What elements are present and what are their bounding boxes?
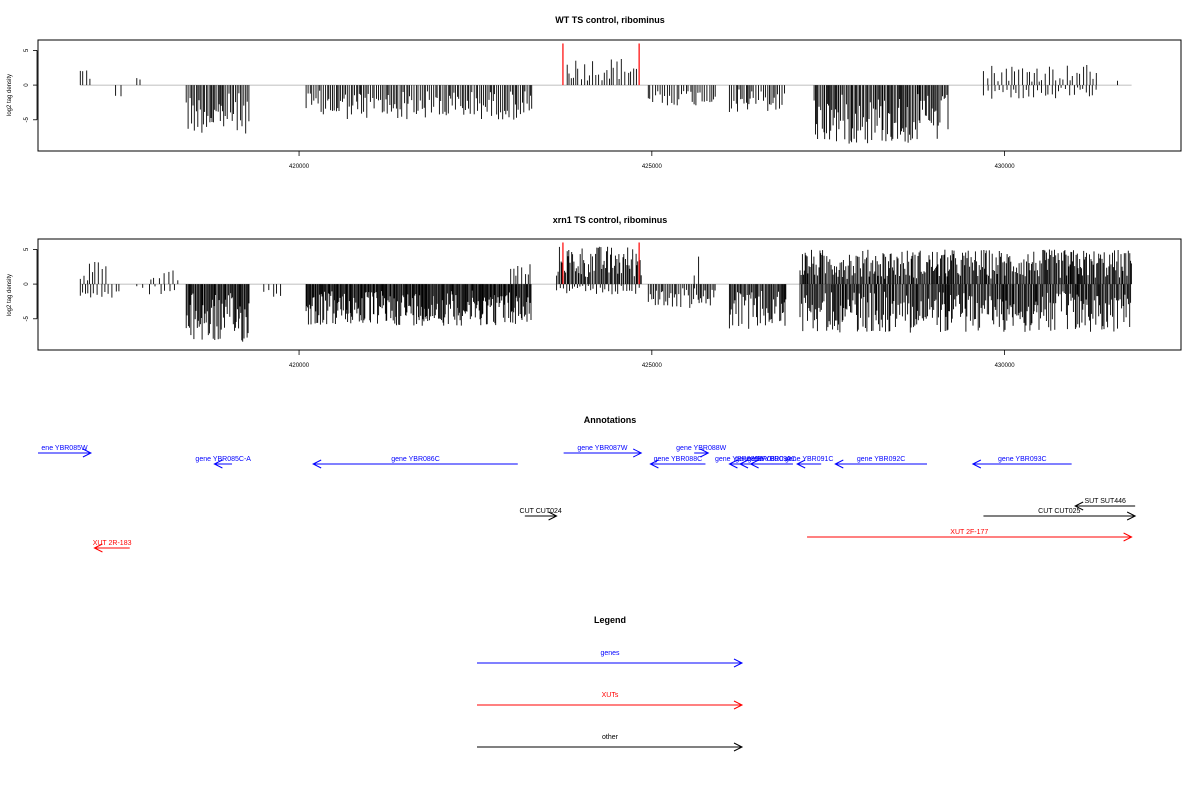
- legend-entry: other: [477, 734, 744, 752]
- annotation-arrow-head: [1123, 532, 1133, 542]
- y-axis-label: log2 tag density: [7, 274, 13, 316]
- annotation-feature: gene YBR086C: [312, 456, 518, 469]
- annotation-feature: ene YBR085W: [38, 445, 93, 458]
- annotation-feature: gene YBR091C: [785, 456, 834, 469]
- annotation-arrow-head: [649, 459, 659, 469]
- annotation-label: gene YBR089W: [715, 456, 765, 463]
- legend-arrow-head: [733, 658, 744, 668]
- annotation-arrow-head: [728, 459, 738, 469]
- panel-title: xrn1 TS control, ribominus: [553, 215, 668, 225]
- annotation-feature: CUT CUT024: [520, 508, 562, 521]
- annotation-arrow-head: [749, 459, 759, 469]
- y-tick-label: 0: [24, 83, 30, 87]
- annotation-arrow-head: [1126, 511, 1137, 521]
- annotation-label: XUT 2F-177: [950, 529, 988, 536]
- legend-items: genes XUTs other: [477, 650, 744, 752]
- legend-entry: genes: [477, 650, 744, 668]
- annotation-label: ene YBR085W: [41, 445, 88, 452]
- annotation-feature: gene YBR090C: [748, 456, 797, 469]
- annotation-label: gene YBR092C: [857, 456, 906, 463]
- annotation-label: gene YBR086C: [391, 456, 440, 463]
- annotation-arrow-head: [700, 448, 710, 458]
- legend-entry: XUTs: [477, 692, 744, 710]
- x-tick-label: 430000: [995, 363, 1016, 369]
- annotation-arrow-head: [738, 459, 749, 469]
- axes-group: 5 0 -5 420000 425000 430000: [24, 247, 1015, 369]
- annotation-label: gene YBR091C: [785, 456, 834, 463]
- legend-label: other: [602, 734, 619, 741]
- legend-label: genes: [600, 650, 620, 657]
- annotation-feature: CUT CUT025: [983, 508, 1137, 521]
- axes-group: 5 0 -5 420000 425000 430000: [24, 48, 1015, 170]
- x-tick-label: 430000: [995, 164, 1016, 170]
- y-tick-label: 0: [24, 282, 30, 286]
- x-tick-label: 425000: [642, 164, 663, 170]
- annotation-arrow-head: [213, 459, 223, 469]
- annotation-label: gene YBR087W: [577, 445, 627, 452]
- x-tick-label: 420000: [289, 164, 310, 170]
- annotation-feature: gene YBR085C-A: [195, 456, 251, 469]
- y-tick-label: -5: [24, 315, 30, 321]
- annotation-feature: gene YBR092C: [834, 456, 927, 469]
- annotation-arrow-head: [796, 459, 806, 469]
- annotation-feature: XUT 2F-177: [807, 529, 1133, 542]
- legend-section: Legend genes XUTs other: [477, 615, 744, 752]
- track-panel-xrn1: xrn1 TS control, ribominus log2 tag dens…: [7, 215, 1182, 369]
- y-tick-label: 5: [24, 48, 30, 52]
- bars-group: [79, 242, 1132, 342]
- y-axis-label: log2 tag density: [7, 74, 13, 116]
- bars-group: [79, 43, 1132, 144]
- legend-title: Legend: [594, 615, 626, 625]
- y-tick-label: -5: [24, 116, 30, 122]
- annotation-arrow-head: [93, 543, 103, 553]
- annotation-feature: gene YBR087W: [563, 445, 643, 458]
- track-panel-wt: WT TS control, ribominus log2 tag densit…: [7, 15, 1182, 170]
- annotation-label: XUT 2R-183: [93, 540, 132, 547]
- legend-label: XUTs: [602, 692, 619, 699]
- annotation-label: gene YBR085C-A: [195, 456, 251, 463]
- annotation-feature: gene YBR093C: [971, 456, 1072, 469]
- annotation-arrow-head: [971, 459, 982, 469]
- legend-arrow-head: [733, 742, 744, 752]
- annotation-feature: gene YBR088C: [649, 456, 706, 469]
- annotation-feature: SUT SUT446: [1074, 498, 1136, 511]
- legend-arrow-head: [733, 700, 744, 710]
- annotation-label: gene YBR090C: [748, 456, 797, 463]
- panel-title: WT TS control, ribominus: [555, 15, 665, 25]
- annotations-title: Annotations: [584, 415, 637, 425]
- annotation-label: gene YBR088W: [676, 445, 726, 452]
- annotation-items: ene YBR085W gene YBR085C-A gene YBR086C gen…: [38, 445, 1137, 553]
- annotation-label: CUT CUT025: [1038, 508, 1080, 515]
- annotations-section: Annotations ene YBR085W gene YBR085C-A gen…: [38, 415, 1137, 553]
- x-tick-label: 420000: [289, 363, 310, 369]
- annotation-label: gene YBR088C: [654, 456, 703, 463]
- y-tick-label: 5: [24, 247, 30, 251]
- annotation-arrow-head: [1074, 501, 1084, 511]
- annotation-feature: XUT 2R-183: [93, 540, 132, 553]
- annotation-label: gene YBR089C-A: [735, 456, 791, 463]
- x-tick-label: 425000: [642, 363, 663, 369]
- annotation-feature: gene YBR088W: [676, 445, 727, 458]
- annotation-label: CUT CUT024: [520, 508, 562, 515]
- annotation-arrow-head: [312, 459, 322, 469]
- annotation-arrow-head: [548, 511, 558, 521]
- annotation-label: gene YBR093C: [998, 456, 1047, 463]
- annotation-label: SUT SUT446: [1084, 498, 1126, 505]
- annotation-arrow-head: [834, 459, 844, 469]
- annotation-arrow-head: [633, 448, 643, 458]
- annotation-arrow-head: [82, 448, 93, 458]
